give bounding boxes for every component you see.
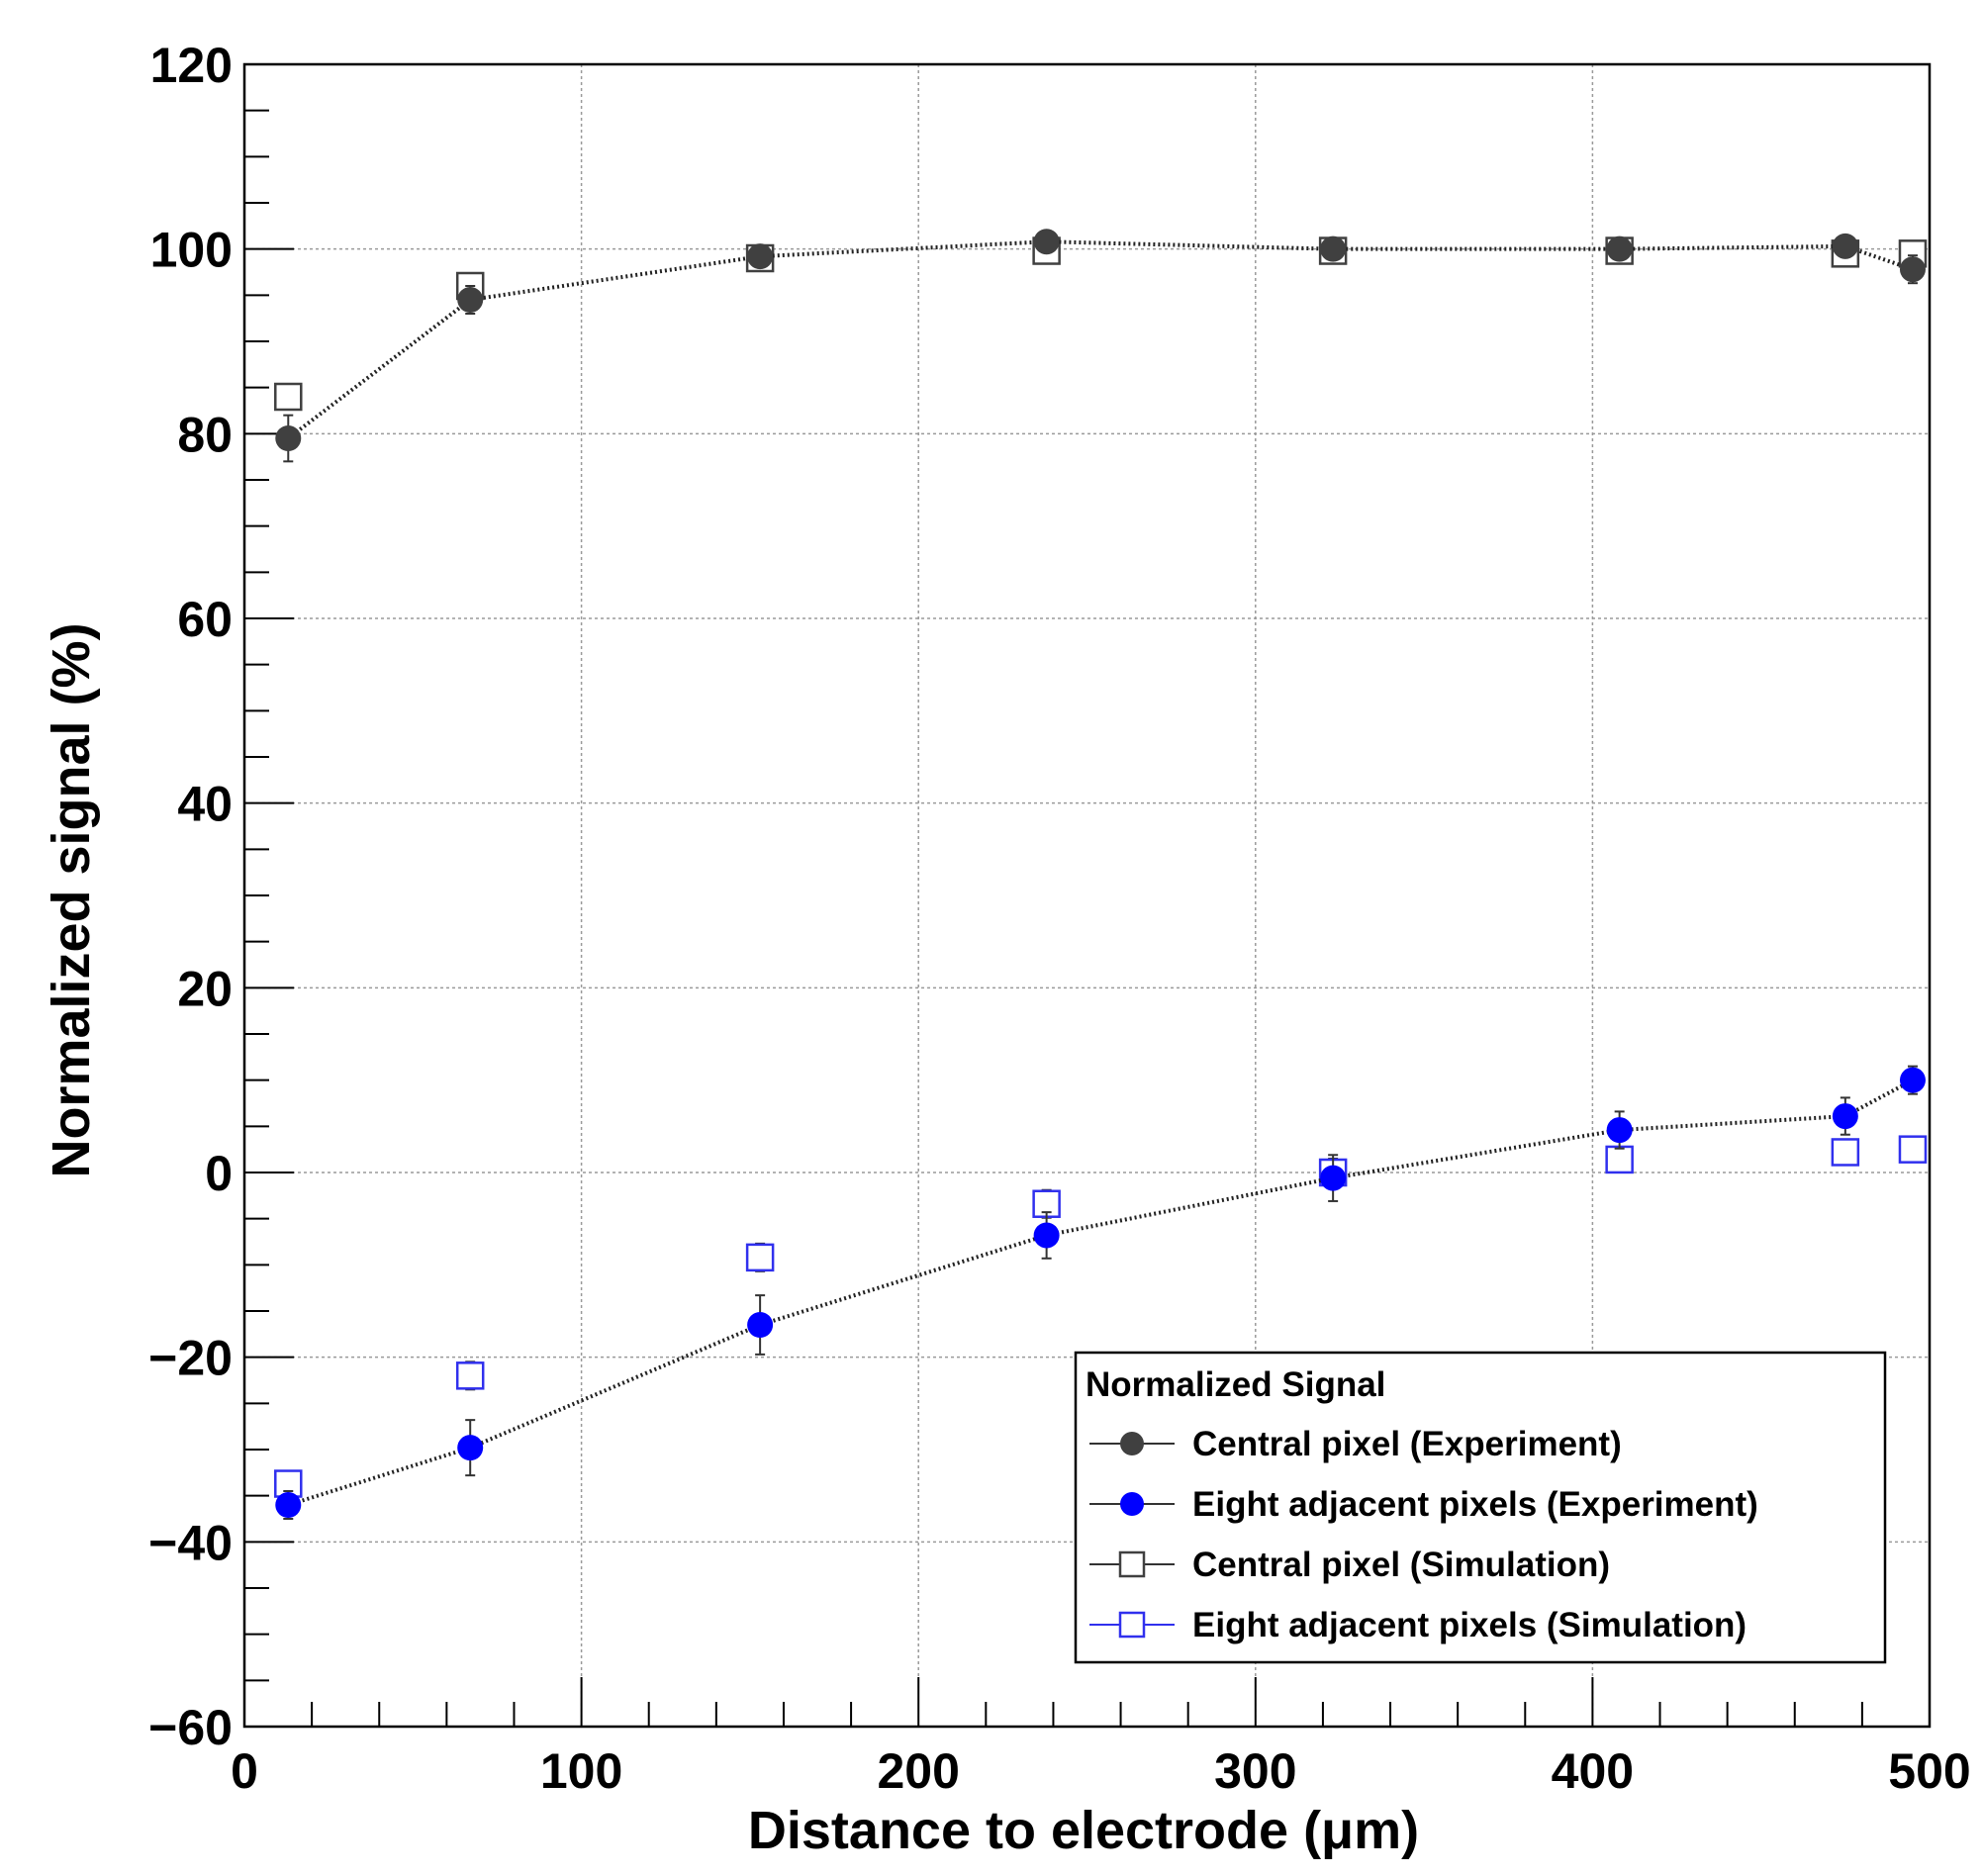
data-point [1118,1611,1146,1639]
legend-entries: Central pixel (Experiment) Eight adjacent… [1089,1425,1758,1644]
plot-frame [242,62,1932,1729]
data-point [457,1435,484,1461]
data-point [1033,229,1060,255]
y-tick-label: 40 [177,777,233,832]
data-point [1320,235,1347,262]
y-tick-label: 20 [177,961,233,1016]
data-point [1899,1067,1926,1093]
x-tick-label: 300 [1214,1743,1296,1799]
legend-label: Eight adjacent pixels (Simulation) [1192,1606,1747,1644]
data-point [1899,256,1926,283]
data-point [745,1243,775,1272]
y-tick-label: −20 [148,1331,233,1386]
legend-box [1074,1351,1887,1664]
legend: Normalized Signal Central pixel (Experim… [1074,1351,1887,1664]
series-1 [275,1065,1926,1520]
x-tick-label: 100 [540,1743,622,1799]
data-point [1118,1550,1146,1578]
data-point [1606,1117,1633,1144]
legend-entry: Central pixel (Simulation) [1089,1546,1610,1584]
legend-label: Central pixel (Simulation) [1192,1546,1610,1584]
legend-label: Central pixel (Experiment) [1192,1425,1622,1463]
legend-entry: Central pixel (Experiment) [1089,1425,1622,1463]
y-tick-label: 0 [205,1146,233,1201]
data-point [274,382,303,412]
axes: 0 100 200 300 400 500 −60 −40 −20 0 20 40 60 80 100 120 [148,38,1971,1799]
y-tick-label: −60 [148,1700,233,1755]
legend-label: Eight adjacent pixels (Experiment) [1192,1485,1758,1524]
data-point [275,1492,302,1518]
data-point [1832,1103,1858,1130]
legend-entry: Eight adjacent pixels (Simulation) [1089,1606,1747,1644]
y-tick-label: 100 [150,223,233,278]
plot-series [274,229,1928,1520]
legend-title: Normalized Signal [1086,1365,1385,1404]
data-point [1606,235,1633,262]
y-axis-title: Normalized signal (%) [42,622,101,1177]
data-point [457,287,484,313]
data-point [1832,233,1858,259]
x-tick-label: 0 [231,1743,258,1799]
data-point [1320,1165,1347,1191]
data-point [1898,1135,1928,1164]
data-point [747,1312,774,1338]
data-point [455,1361,485,1390]
y-tick-label: −40 [148,1515,233,1570]
series-0 [275,229,1926,463]
x-tick-label: 200 [877,1743,959,1799]
data-point [1605,1145,1634,1174]
x-axis-title: Distance to electrode (μm) [748,1801,1419,1860]
y-tick-label: 120 [150,38,233,93]
data-point [1120,1492,1144,1516]
data-point [1120,1432,1144,1455]
y-tick-label: 80 [177,407,233,462]
data-point [747,243,774,270]
data-point [1033,1222,1060,1249]
x-tick-label: 400 [1552,1743,1634,1799]
data-point [1831,1138,1860,1167]
y-tick-label: 60 [177,592,233,647]
series-line [287,239,1914,440]
x-tick-label: 500 [1888,1743,1970,1799]
legend-entry: Eight adjacent pixels (Experiment) [1089,1485,1758,1524]
data-point [275,425,302,451]
series-line [287,1078,1914,1507]
